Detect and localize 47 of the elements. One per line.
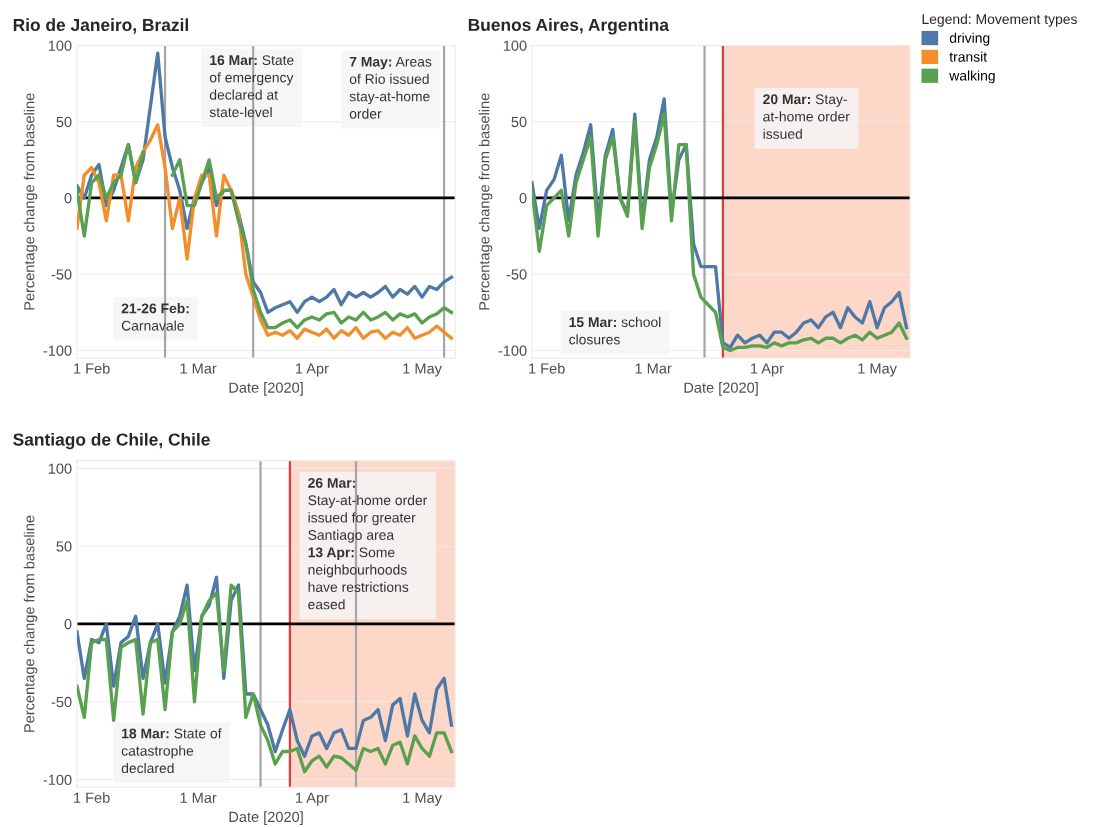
- chart-title: Buenos Aires, Argentina: [468, 18, 670, 35]
- annotation: 16 Mar: State of emergency declared at state-level: [209, 55, 294, 118]
- x-tick-label: 1 Feb: [74, 792, 110, 803]
- x-axis-title: Date [2020]: [229, 382, 303, 396]
- annotation: 7 May: Areas of Rio issued stay-at-home order: [349, 56, 432, 119]
- y-tick-label: 100: [48, 40, 72, 51]
- x-tick-label: 1 May: [403, 792, 442, 806]
- y-tick-label: 100: [503, 40, 527, 51]
- x-tick-label: 1 May: [403, 363, 442, 377]
- chart-title: Santiago de Chile, Chile: [13, 432, 210, 450]
- y-tick-label: -50: [51, 696, 72, 708]
- y-tick-label: 0: [64, 193, 72, 204]
- y-tick-label: 50: [56, 541, 72, 552]
- x-tick-label: 1 May: [858, 363, 897, 377]
- y-tick-label: -50: [51, 269, 72, 280]
- annotation: 18 Mar: State of catastrophe declared: [121, 728, 222, 774]
- annotation: 20 Mar: Stay- at-home order issued: [763, 94, 850, 139]
- y-tick-label: -100: [498, 345, 527, 356]
- legend-title: Legend: Movement types: [922, 13, 1077, 27]
- y-tick-label: 50: [511, 116, 527, 128]
- x-tick-label: 1 Apr: [296, 363, 329, 377]
- y-tick-label: 100: [48, 463, 72, 474]
- x-axis-title: Date [2020]: [684, 382, 758, 396]
- y-axis-title: Percentage change from baseline: [23, 93, 38, 310]
- y-tick-label: 0: [64, 619, 72, 630]
- y-tick-label: -100: [43, 345, 72, 356]
- x-axis-title: Date [2020]: [229, 811, 303, 825]
- legend-label: walking: [949, 70, 995, 84]
- x-tick-label: 1 Mar: [180, 792, 217, 803]
- y-tick-label: 0: [519, 193, 527, 204]
- x-tick-label: 1 Mar: [180, 363, 217, 374]
- x-tick-label: 1 Apr: [296, 792, 329, 806]
- y-axis-title: Percentage change from baseline: [23, 515, 38, 732]
- y-tick-label: -50: [506, 269, 527, 280]
- y-tick-label: 50: [56, 116, 72, 128]
- x-tick-label: 1 Feb: [74, 362, 110, 374]
- legend-label: driving: [949, 32, 990, 46]
- text: 26 Mar: Stay-at-home order issued for greater Santiago area 13 Apr: Some neighbourhoods have restrictions eased: [308, 477, 428, 610]
- y-tick-label: -100: [43, 774, 72, 785]
- x-tick-label: 1 Mar: [635, 363, 672, 374]
- x-tick-label: 1 Feb: [529, 362, 565, 374]
- annotation: 15 Mar: school closures: [569, 316, 661, 345]
- y-axis-title: Percentage change from baseline: [478, 93, 493, 310]
- chart-title: Rio de Janeiro, Brazil: [13, 18, 188, 34]
- legend-label: transit: [949, 51, 987, 62]
- x-tick-label: 1 Apr: [751, 363, 784, 377]
- annotation: 21-26 Feb: Carnavale: [121, 303, 189, 331]
